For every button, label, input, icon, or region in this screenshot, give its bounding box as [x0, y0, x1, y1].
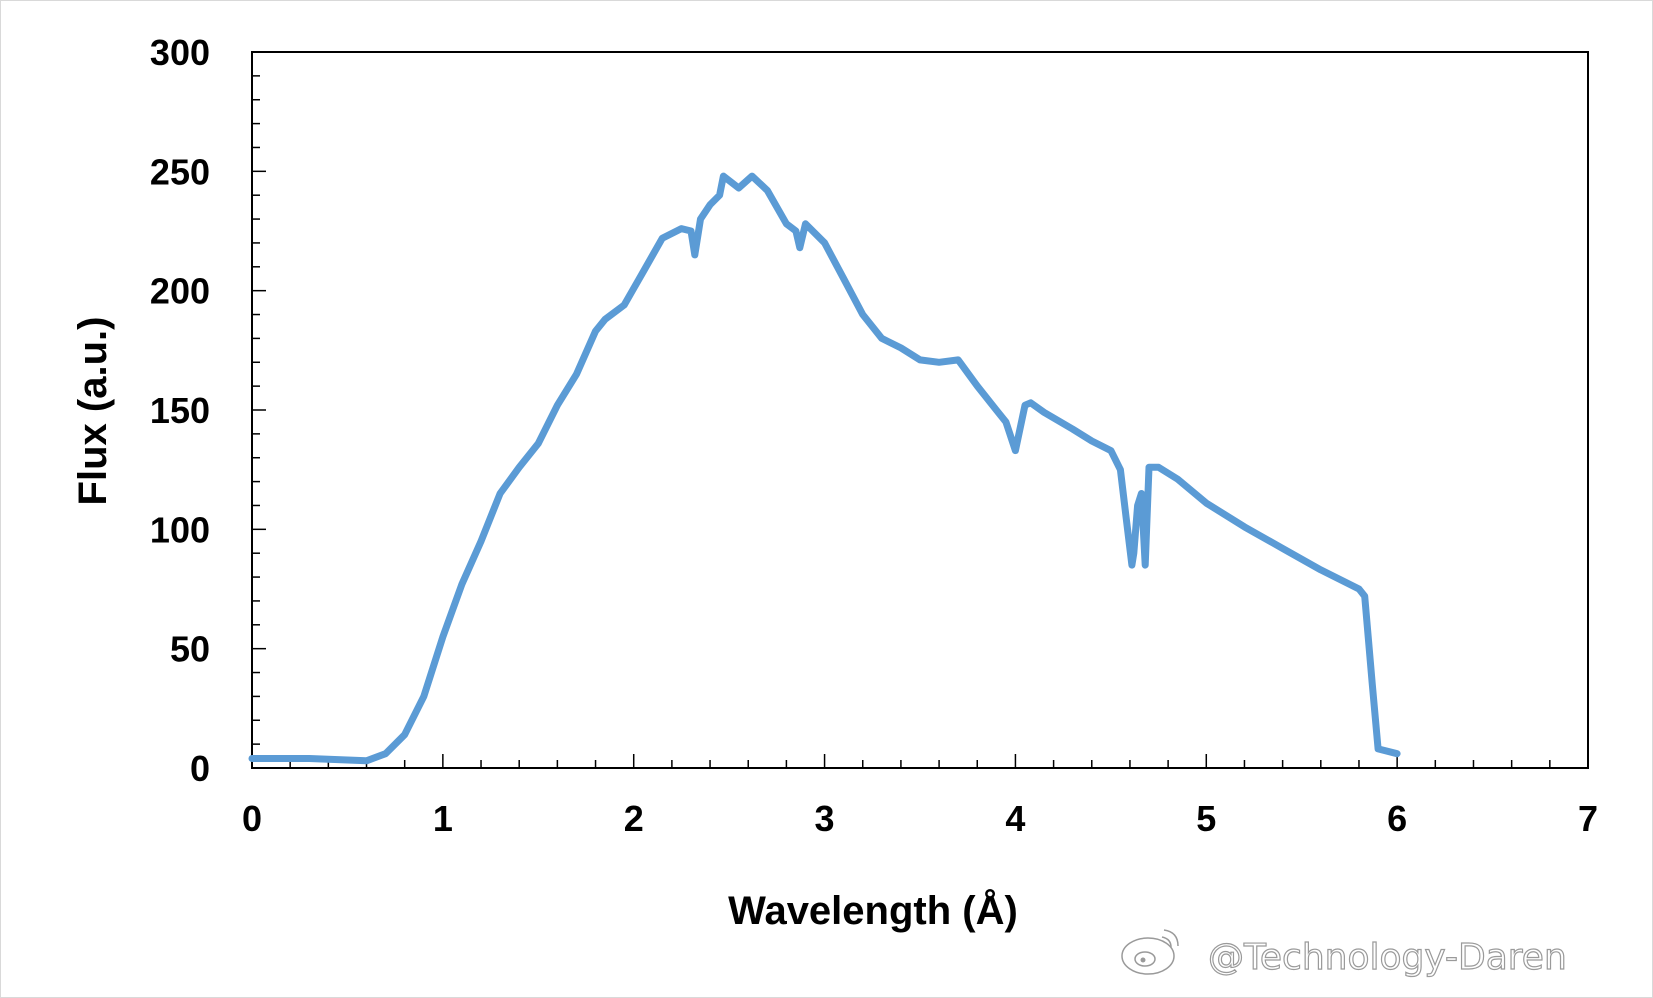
x-tick-label: 7	[1578, 798, 1598, 839]
x-tick-label: 4	[1005, 798, 1025, 839]
x-tick-label: 6	[1387, 798, 1407, 839]
x-axis-ticks: 0 1 2 3 4 5 6 7	[242, 754, 1598, 839]
plot-border	[251, 51, 1589, 769]
x-tick-label: 0	[242, 798, 262, 839]
y-tick-label: 250	[150, 151, 210, 192]
weibo-logo-icon	[1121, 929, 1179, 975]
y-tick-label: 50	[170, 629, 210, 670]
y-tick-label: 100	[150, 509, 210, 550]
watermark: @Technology-Daren	[1121, 929, 1567, 979]
y-tick-label: 300	[150, 32, 210, 73]
plot-area	[251, 51, 1589, 769]
x-tick-label: 1	[433, 798, 453, 839]
flux-series-line	[248, 172, 1401, 765]
y-axis-ticks: 0 50 100 150 200 250 300	[150, 32, 266, 789]
y-tick-label: 150	[150, 390, 210, 431]
x-tick-label: 3	[815, 798, 835, 839]
y-tick-label: 200	[150, 271, 210, 312]
watermark-text: @Technology-Daren	[1208, 937, 1567, 978]
y-axis-title: Flux (a.u.)	[71, 317, 115, 506]
x-tick-label: 5	[1196, 798, 1216, 839]
series-group	[248, 172, 1401, 765]
x-axis-title: Wavelength (Å)	[728, 888, 1018, 933]
x-tick-label: 2	[624, 798, 644, 839]
y-tick-label: 0	[190, 748, 210, 789]
